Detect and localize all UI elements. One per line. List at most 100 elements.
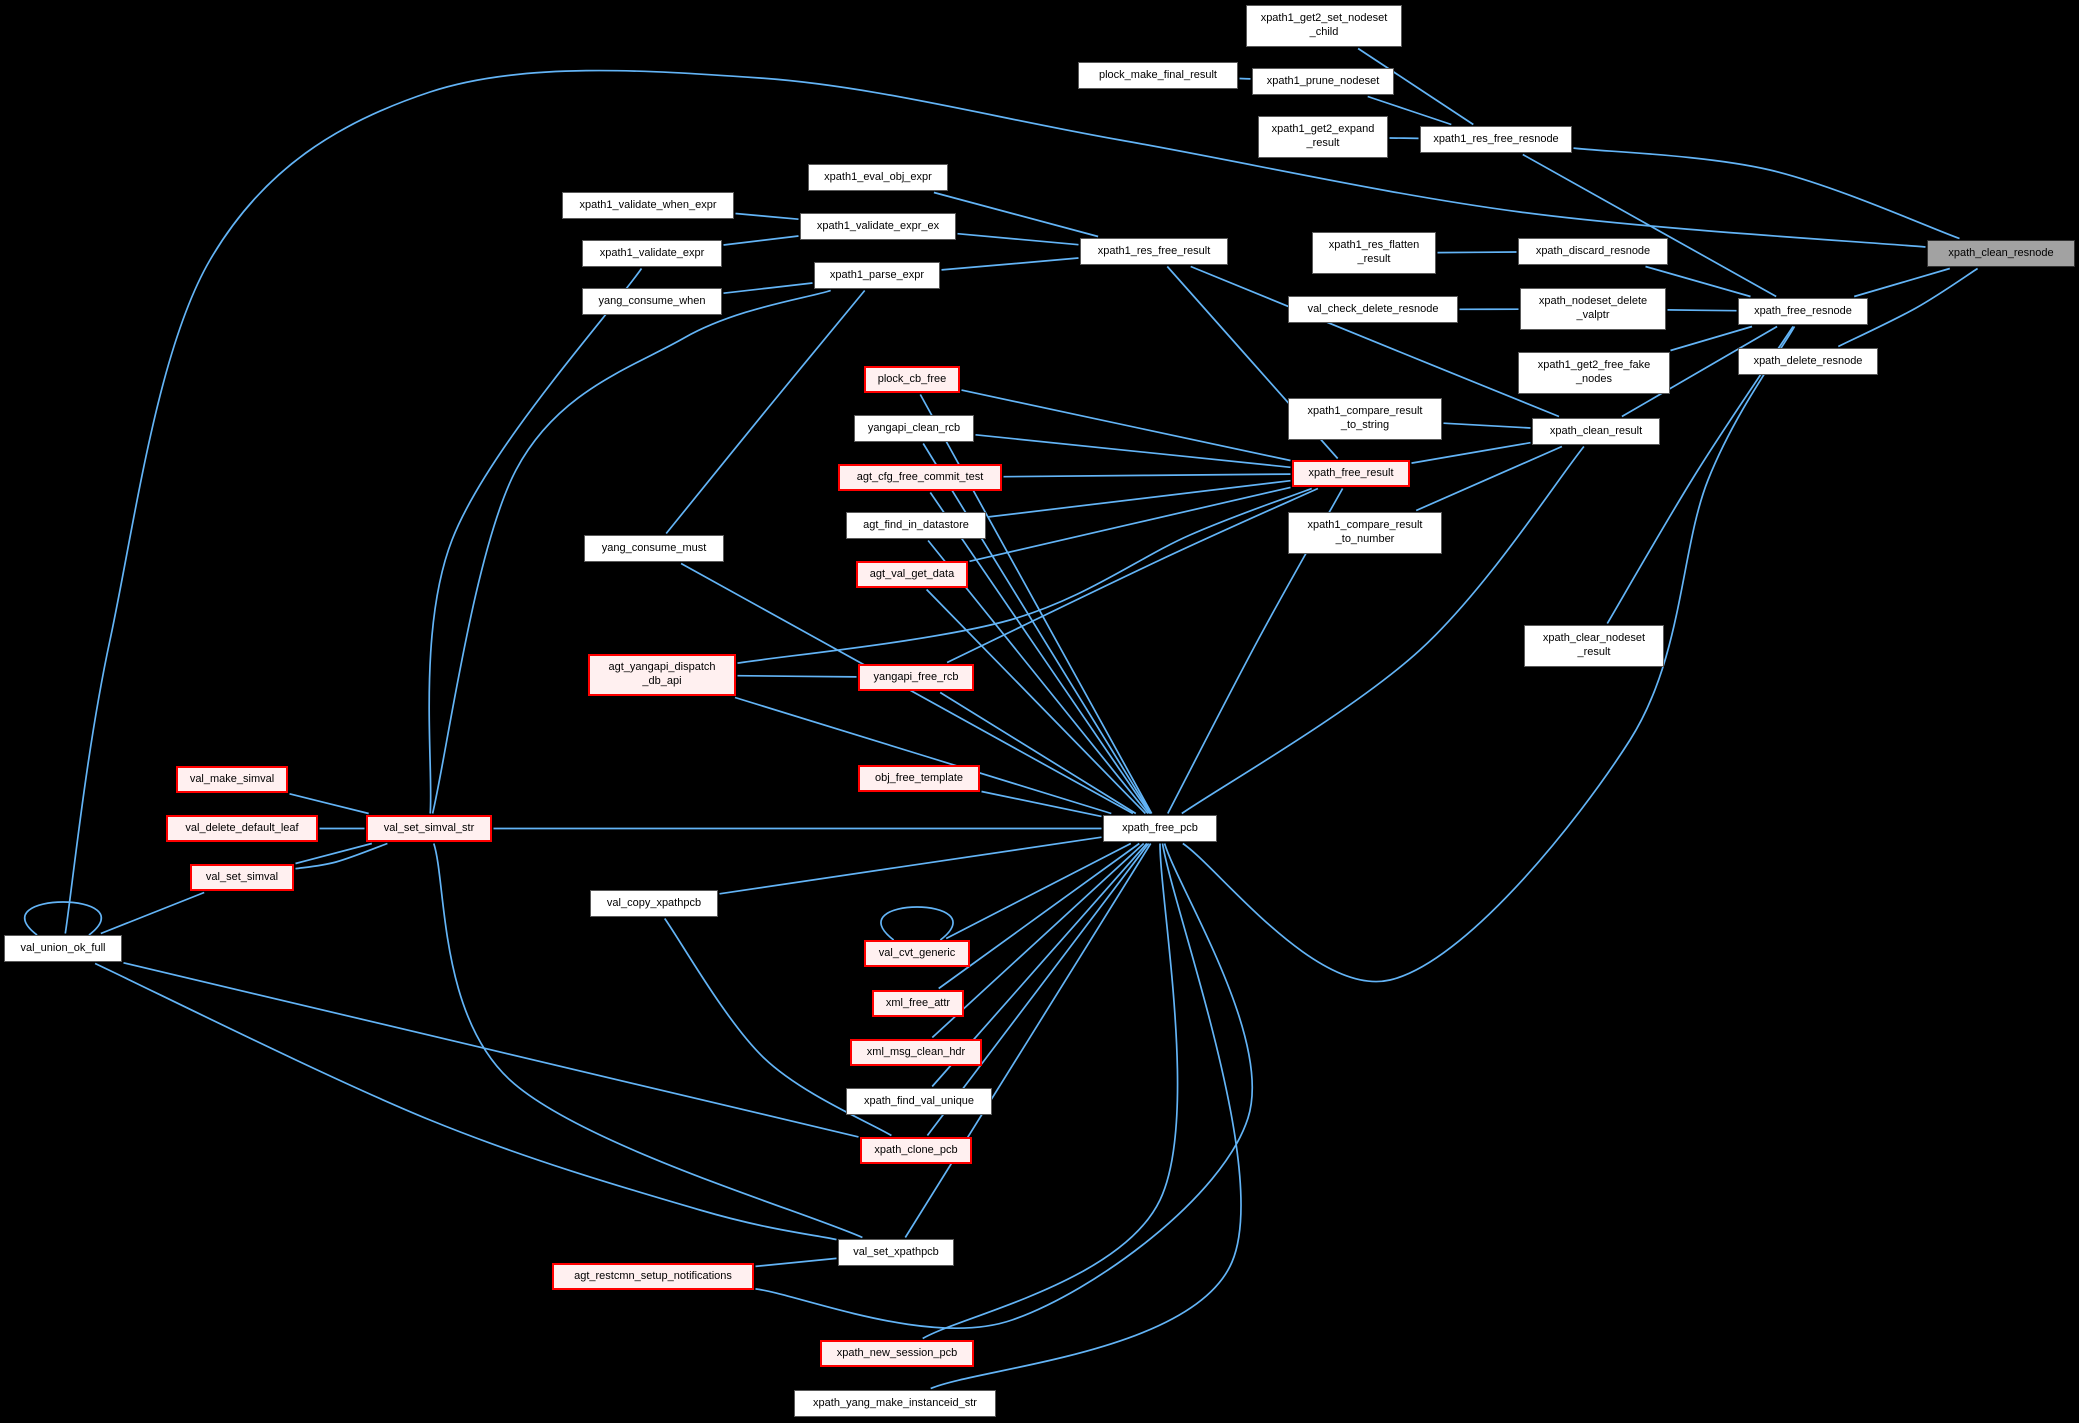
edge-yang_consume_when-to-xpath1_parse_expr (723, 282, 813, 295)
node-xpath1_validate_expr[interactable]: xpath1_validate_expr (582, 240, 722, 267)
edge-yangapi_clean_rcb-to-xpath_free_result (975, 433, 1291, 469)
edge-val_make_simval-to-val_set_simval_str (289, 792, 369, 815)
edge-plock_cb_free-to-xpath_free_pcb (919, 394, 1153, 814)
edge-xpath_discard_resnode-to-xpath_free_resnode (1645, 265, 1751, 298)
node-xpath1_prune_nodeset[interactable]: xpath1_prune_nodeset (1252, 68, 1394, 95)
edge-val_cvt_generic-to-xpath_free_pcb (945, 842, 1132, 940)
node-xpath_yang_make_instanceid_str[interactable]: xpath_yang_make_instanceid_str (794, 1390, 996, 1417)
node-xpath1_get2_expand_result[interactable]: xpath1_get2_expand _result (1258, 116, 1388, 158)
edge-xpath_new_session_pcb-to-xpath_free_pcb (922, 843, 1179, 1340)
edge-agt_val_get_data-to-xpath_free_pcb (925, 588, 1147, 815)
edge-xpath1_res_free_result-to-xpath_clean_result (1190, 265, 1560, 418)
node-agt_find_in_datastore[interactable]: agt_find_in_datastore (846, 512, 986, 539)
node-xpath1_get2_free_fake_nodes[interactable]: xpath1_get2_free_fake _nodes (1518, 352, 1670, 394)
edge-agt_restcmn_setup_notifications-to-xpath_free_pcb (755, 843, 1254, 1329)
node-agt_restcmn_setup_notifications[interactable]: agt_restcmn_setup_notifications (552, 1263, 754, 1290)
node-xpath1_validate_when_expr[interactable]: xpath1_validate_when_expr (562, 192, 734, 219)
node-xpath_discard_resnode[interactable]: xpath_discard_resnode (1518, 238, 1668, 265)
edge-xpath1_compare_result_to_number-to-xpath_clean_result (1415, 445, 1563, 512)
edge-obj_free_template-to-xpath_free_pcb (981, 790, 1102, 818)
edge-xpath_free_pcb-to-xpath_free_resnode (1182, 326, 1796, 983)
edge-yang_consume_must-to-xpath1_parse_expr (665, 289, 866, 535)
node-xpath1_compare_result_to_number[interactable]: xpath1_compare_result _to_number (1288, 512, 1442, 554)
node-xpath1_compare_result_to_string[interactable]: xpath1_compare_result _to_string (1288, 398, 1442, 440)
edge-xpath1_prune_nodeset-to-xpath1_res_free_resnode (1367, 95, 1452, 126)
edge-val_copy_xpathpcb-to-xpath_free_pcb (719, 836, 1102, 895)
node-xml_msg_clean_hdr[interactable]: xml_msg_clean_hdr (850, 1039, 982, 1066)
node-xpath1_res_free_result[interactable]: xpath1_res_free_result (1080, 238, 1228, 265)
edge-val_union_ok_full-to-val_set_xpathpcb (94, 962, 837, 1241)
node-val_cvt_generic[interactable]: val_cvt_generic (864, 940, 970, 967)
node-xpath_clone_pcb[interactable]: xpath_clone_pcb (860, 1137, 972, 1164)
edge-xpath1_parse_expr-to-xpath1_res_free_result (941, 257, 1079, 271)
node-obj_free_template[interactable]: obj_free_template (858, 765, 980, 792)
edge-xpath1_get2_free_fake_nodes-to-xpath_free_resnode (1670, 325, 1753, 352)
node-agt_yangapi_dispatch_db_api[interactable]: agt_yangapi_dispatch _db_api (588, 654, 736, 696)
edge-agt_cfg_free_commit_test-to-xpath_free_result (1003, 473, 1291, 478)
node-xpath_clean_resnode[interactable]: xpath_clean_resnode (1927, 240, 2075, 267)
node-xpath_clear_nodeset_result[interactable]: xpath_clear_nodeset _result (1524, 625, 1664, 667)
node-val_make_simval[interactable]: val_make_simval (176, 766, 288, 793)
node-yangapi_free_rcb[interactable]: yangapi_free_rcb (858, 664, 974, 691)
node-xpath_new_session_pcb[interactable]: xpath_new_session_pcb (820, 1340, 974, 1367)
node-xpath_free_result[interactable]: xpath_free_result (1292, 460, 1410, 487)
edge-xpath_free_result-to-xpath_clean_result (1411, 441, 1531, 464)
node-agt_cfg_free_commit_test[interactable]: agt_cfg_free_commit_test (838, 464, 1002, 491)
edge-xpath1_validate_expr-to-xpath1_validate_expr_ex (723, 235, 799, 246)
edge-val_set_simval_str-to-val_set_simval (295, 842, 388, 870)
node-val_set_xpathpcb[interactable]: val_set_xpathpcb (838, 1239, 954, 1266)
edge-xpath_delete_resnode-to-xpath_clean_resnode (1837, 267, 1979, 348)
edge-xpath_free_pcb-to-xpath_clean_result (1181, 445, 1585, 815)
edge-val_set_simval-to-val_set_simval_str (295, 842, 373, 865)
node-xpath_free_pcb[interactable]: xpath_free_pcb (1103, 815, 1217, 842)
node-yang_consume_when[interactable]: yang_consume_when (582, 288, 722, 315)
node-xpath_delete_resnode[interactable]: xpath_delete_resnode (1738, 348, 1878, 375)
node-xpath_free_resnode[interactable]: xpath_free_resnode (1738, 298, 1868, 325)
edge-val_set_xpathpcb-to-xpath_free_pcb (904, 843, 1152, 1238)
edge-yangapi_clean_rcb-to-xpath_free_pcb (922, 443, 1152, 814)
node-xpath1_validate_expr_ex[interactable]: xpath1_validate_expr_ex (800, 213, 956, 240)
edge-val_set_simval_str-to-xpath1_validate_expr (428, 268, 643, 814)
edge-agt_yangapi_dispatch_db_api-to-xpath_free_result (737, 487, 1313, 664)
node-yang_consume_must[interactable]: yang_consume_must (584, 535, 724, 562)
node-xpath_find_val_unique[interactable]: xpath_find_val_unique (846, 1088, 992, 1115)
edge-xml_free_attr-to-xpath_free_pcb (938, 842, 1140, 990)
edge-agt_restcmn_setup_notifications-to-val_set_xpathpcb (755, 1257, 837, 1268)
node-xpath_clean_result[interactable]: xpath_clean_result (1532, 418, 1660, 445)
edge-xpath1_validate_expr_ex-to-xpath1_res_free_result (957, 232, 1079, 246)
edge-val_copy_xpathpcb-to-xpath_clone_pcb (664, 918, 892, 1137)
node-xpath1_get2_set_nodeset_child[interactable]: xpath1_get2_set_nodeset _child (1246, 5, 1402, 47)
node-xpath1_eval_obj_expr[interactable]: xpath1_eval_obj_expr (808, 164, 948, 191)
edge-val_union_ok_full-to-xpath_clean_resnode (64, 69, 1926, 934)
node-val_set_simval[interactable]: val_set_simval (190, 864, 294, 891)
node-xpath_nodeset_delete_valptr[interactable]: xpath_nodeset_delete _valptr (1520, 288, 1666, 330)
edge-agt_val_get_data-to-xpath_free_result (969, 486, 1291, 563)
edge-xpath1_get2_set_nodeset_child-to-xpath1_res_free_resnode (1357, 47, 1474, 126)
edge-val_set_simval_str-to-val_set_xpathpcb (432, 843, 863, 1239)
edge-val_set_simval_str-to-xpath1_parse_expr (431, 289, 831, 814)
edge-yangapi_free_rcb-to-xpath_free_result (946, 487, 1319, 664)
edge-val_union_ok_full-to-val_set_simval (100, 891, 205, 935)
edge-val_union_ok_full-to-xpath_clone_pcb (123, 961, 859, 1138)
node-val_check_delete_resnode[interactable]: val_check_delete_resnode (1288, 296, 1458, 323)
edge-yangapi_free_rcb-to-xpath_free_pcb (939, 691, 1137, 815)
node-agt_val_get_data[interactable]: agt_val_get_data (856, 561, 968, 588)
node-xpath1_res_free_resnode[interactable]: xpath1_res_free_resnode (1420, 126, 1572, 153)
edge-plock_cb_free-to-xpath_free_result (961, 389, 1291, 462)
edge-xpath1_res_free_resnode-to-xpath_clean_resnode (1573, 147, 1960, 240)
node-plock_make_final_result[interactable]: plock_make_final_result (1078, 62, 1238, 89)
node-val_delete_default_leaf[interactable]: val_delete_default_leaf (166, 815, 318, 842)
node-val_union_ok_full[interactable]: val_union_ok_full (4, 935, 122, 962)
node-val_copy_xpathpcb[interactable]: val_copy_xpathpcb (590, 890, 718, 917)
node-xpath1_res_flatten_result[interactable]: xpath1_res_flatten _result (1312, 232, 1436, 274)
node-xml_free_attr[interactable]: xml_free_attr (872, 990, 964, 1017)
node-xpath1_parse_expr[interactable]: xpath1_parse_expr (814, 262, 940, 289)
node-plock_cb_free[interactable]: plock_cb_free (864, 366, 960, 393)
edge-xpath1_compare_result_to_string-to-xpath_clean_result (1443, 422, 1531, 429)
node-yangapi_clean_rcb[interactable]: yangapi_clean_rcb (854, 415, 974, 442)
edge-val_cvt_generic-to-val_cvt_generic (880, 906, 954, 941)
edge-agt_yangapi_dispatch_db_api-to-yangapi_free_rcb (737, 674, 857, 678)
node-val_set_simval_str[interactable]: val_set_simval_str (366, 815, 492, 842)
